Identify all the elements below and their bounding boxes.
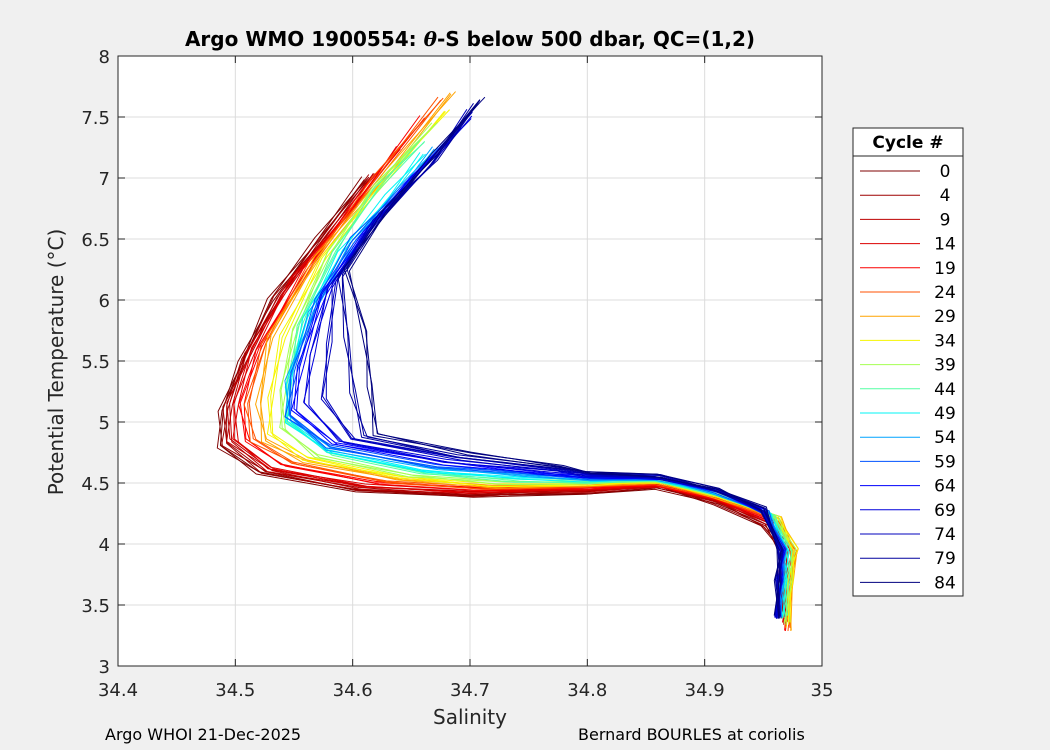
legend-label-0: 0	[940, 162, 951, 182]
series-line-cycle-34	[266, 110, 793, 623]
series-line-cycle-84	[348, 96, 781, 616]
y-tick-label: 6	[99, 291, 110, 312]
series-line-cycle-44	[286, 140, 791, 619]
legend-label-54: 54	[934, 428, 956, 448]
x-axis-label: Salinity	[433, 705, 507, 729]
data-series	[216, 91, 799, 632]
legend-label-9: 9	[940, 210, 951, 230]
chart-title-theta: θ	[424, 27, 438, 51]
y-tick-label: 3	[99, 657, 110, 678]
chart-title-part-1: Argo WMO 1900554:	[185, 27, 424, 51]
series-line-cycle-39	[280, 123, 797, 625]
legend-label-34: 34	[934, 331, 956, 351]
y-tick-label: 6.5	[81, 230, 110, 251]
x-tick-label: 34.4	[98, 680, 138, 701]
legend-label-79: 79	[934, 549, 956, 569]
series-line-cycle-39	[279, 122, 792, 623]
x-tick-label: 34.5	[215, 680, 255, 701]
legend: Cycle # 04914192429343944495459646974798…	[852, 127, 964, 597]
footer-source-date: Argo WHOI 21-Dec-2025	[105, 725, 302, 744]
legend-label-59: 59	[934, 452, 956, 472]
legend-label-14: 14	[934, 235, 956, 255]
x-tick-label: 35	[811, 680, 834, 701]
chart-title: Argo WMO 1900554: θ-S below 500 dbar, QC…	[185, 27, 755, 51]
chart-title-part-3: -S below 500 dbar, QC=(1,2)	[437, 27, 755, 51]
legend-label-24: 24	[934, 283, 956, 303]
footer-attribution: Bernard BOURLES at coriolis	[578, 725, 805, 744]
legend-label-4: 4	[940, 186, 951, 206]
y-tick-label: 7.5	[81, 108, 110, 129]
legend-title: Cycle #	[872, 133, 943, 153]
series-line-cycle-84	[346, 99, 780, 619]
y-tick-label: 3.5	[81, 596, 110, 617]
y-tick-label: 4.5	[81, 474, 110, 495]
legend-label-19: 19	[934, 259, 956, 279]
legend-box	[852, 127, 964, 597]
y-tick-label: 7	[99, 169, 110, 190]
series-line-cycle-44	[286, 140, 790, 616]
x-tick-label: 34.6	[333, 680, 373, 701]
y-axis-label: Potential Temperature (°C)	[44, 229, 68, 496]
legend-label-44: 44	[934, 380, 956, 400]
x-tick-label: 34.8	[567, 680, 607, 701]
y-tick-label: 8	[99, 47, 110, 68]
legend-label-39: 39	[934, 356, 956, 376]
series-line-cycle-59	[289, 140, 787, 618]
legend-label-84: 84	[934, 573, 956, 593]
legend-label-69: 69	[934, 501, 956, 521]
y-tick-label: 5.5	[81, 352, 110, 373]
y-tick-label: 4	[99, 535, 110, 556]
x-tick-label: 34.9	[685, 680, 725, 701]
series-line-cycle-4	[222, 173, 786, 616]
axis-ticks: 34.4 34.5 34.6 34.7 34.8 34.9 35 3 3.5 4 4.5 5 5.5 6 6…	[81, 47, 833, 701]
legend-label-29: 29	[934, 307, 956, 327]
legend-label-74: 74	[934, 525, 956, 545]
legend-label-64: 64	[934, 477, 956, 497]
series-line-cycle-34	[270, 111, 799, 625]
y-tick-label: 5	[99, 413, 110, 434]
legend-label-49: 49	[934, 404, 956, 424]
x-tick-label: 34.7	[450, 680, 490, 701]
